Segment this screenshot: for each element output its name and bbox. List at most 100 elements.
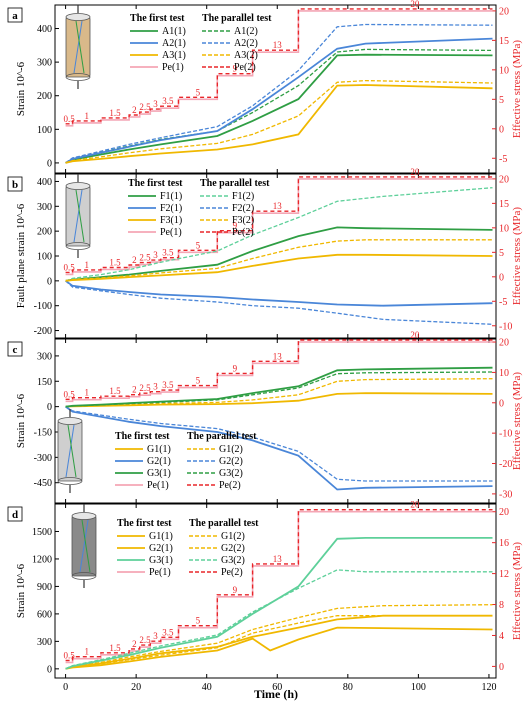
y-right-tick-label: 5 [499, 248, 504, 259]
y-right-tick-label: -5 [499, 297, 507, 308]
stress-level-label: 13 [273, 351, 283, 361]
y-tick-label: 600 [37, 609, 52, 620]
stress-level-label: 2 [132, 105, 137, 115]
y-right-tick-label: 20 [499, 6, 509, 17]
y-right-tick-label: 15 [499, 199, 509, 210]
legend-entry: F1(2) [232, 191, 254, 202]
series-g31 [65, 537, 493, 670]
legend-entry: G3(1) [147, 468, 171, 479]
stress-level-label: 13 [273, 40, 283, 50]
y-right-tick-label: 20 [499, 507, 509, 518]
y-tick-label: 300 [37, 202, 52, 213]
stress-level-label: 1 [85, 388, 90, 398]
y-right-axis-label: Effective stress (MPa) [511, 207, 523, 305]
legend-header-first: The first test [117, 518, 172, 529]
series-g21 [65, 626, 493, 670]
y-tick-label: -200 [34, 326, 52, 337]
y-axis-label: Strain 10^-6 [15, 393, 27, 448]
stress-level-label: 3 [153, 99, 158, 109]
panel-letter: b [12, 179, 18, 191]
legend-entry: G3(2) [221, 555, 245, 566]
x-axis-label: Time (h) [254, 687, 298, 701]
legend-entry: A2(1) [162, 38, 186, 49]
y-right-tick-label: 15 [499, 36, 509, 47]
series-g31 [65, 366, 493, 408]
stress-level-label: 13 [273, 201, 283, 211]
stress-level-label: 5 [196, 240, 201, 250]
y-tick-label: 0 [47, 664, 52, 675]
series-f11 [65, 226, 493, 282]
y-tick-label: 0 [47, 276, 52, 287]
legend-header-parallel: The parallel test [200, 178, 270, 189]
stress-level-label: 9 [233, 363, 238, 373]
y-tick-label: -150 [34, 427, 52, 438]
stress-level-label: 2.5 [139, 635, 151, 645]
stress-level-label: 5 [196, 376, 201, 386]
y-tick-label: 300 [37, 351, 52, 362]
legend-entry: G3(1) [149, 555, 173, 566]
y-right-tick-label: 16 [499, 538, 509, 549]
legend-entry: Pe(2) [219, 480, 241, 491]
series-f22 [65, 280, 493, 325]
stress-level-label: 1.5 [109, 257, 121, 267]
series-pe2 [65, 509, 493, 662]
x-tick-label: 120 [481, 682, 496, 693]
series-pe1 [65, 178, 493, 276]
stress-level-label: 2 [132, 385, 137, 395]
y-tick-label: 150 [37, 377, 52, 388]
y-right-tick-label: -5 [499, 154, 507, 165]
y-right-tick-label: -10 [499, 429, 512, 440]
y-tick-label: 1200 [32, 554, 52, 565]
legend-header-parallel: The parallel test [202, 13, 272, 24]
stress-level-label: 0.5 [63, 651, 75, 661]
specimen-illustration [65, 174, 91, 258]
y-tick-label: 400 [37, 177, 52, 188]
y-tick-label: 300 [37, 637, 52, 648]
panel-letter: a [12, 10, 18, 22]
legend-entry: G1(2) [219, 444, 243, 455]
legend-entry: A2(2) [234, 38, 258, 49]
x-tick-label: 100 [411, 682, 426, 693]
legend-entry: Pe(1) [162, 62, 184, 73]
stress-level-label: 2 [132, 255, 137, 265]
y-right-tick-label: -20 [499, 459, 512, 470]
y-tick-label: 200 [37, 227, 52, 238]
stress-level-label: 20 [410, 500, 420, 510]
stress-level-label: 20 [410, 330, 420, 340]
series-a21 [65, 37, 493, 164]
y-right-tick-label: 0 [499, 662, 504, 673]
stress-level-label: 3.5 [162, 96, 174, 106]
legend-header-first: The first test [130, 13, 185, 24]
series-a31 [65, 84, 493, 164]
stress-level-label: 3.5 [162, 627, 174, 637]
legend-entry: Pe(1) [160, 227, 182, 238]
legend-entry: F1(1) [160, 191, 182, 202]
series-pe2 [65, 176, 493, 274]
panel-letter-box [7, 506, 23, 522]
stress-level-label: 2 [132, 639, 137, 649]
stress-level-label: 0.5 [63, 114, 75, 124]
legend-header-first: The first test [128, 178, 183, 189]
stress-level-label: 2.5 [139, 383, 151, 393]
series-a11 [65, 53, 493, 164]
series-g32 [65, 569, 493, 670]
legend-entry: G1(1) [149, 531, 173, 542]
plot-frame [54, 338, 497, 504]
y-right-axis-label: Effective stress (MPa) [511, 542, 523, 640]
legend-header-parallel: The parallel test [187, 431, 257, 442]
legend-entry: G2(1) [149, 543, 173, 554]
stress-level-label: 3.5 [162, 380, 174, 390]
x-tick-label: 80 [343, 682, 353, 693]
y-tick-label: 0 [47, 158, 52, 169]
series-a32 [65, 79, 493, 164]
series-f12 [65, 187, 493, 282]
series-f21 [65, 280, 493, 307]
stress-level-label: 1 [85, 647, 90, 657]
series-g11 [65, 392, 493, 408]
legend-entry: G2(2) [219, 456, 243, 467]
panel-c: c -450 -300 -150 0 150 300 -30 -20 -10 0 10 20 Strain… [7, 330, 523, 504]
legend-entry: F3(2) [232, 215, 254, 226]
legend-entry: Pe(1) [149, 567, 171, 578]
